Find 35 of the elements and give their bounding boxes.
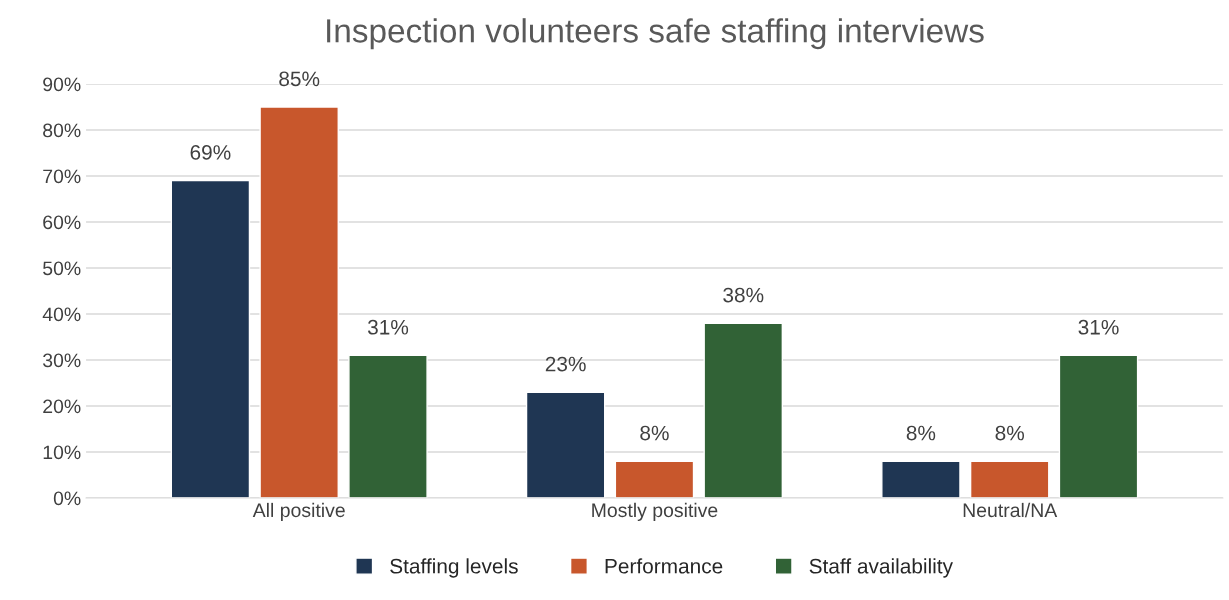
chart-title: Inspection volunteers safe staffing interviews bbox=[327, 18, 984, 50]
y-tick-label: 30% bbox=[42, 353, 81, 368]
data-label: 38% bbox=[723, 287, 764, 303]
bar bbox=[969, 460, 1050, 498]
bar bbox=[259, 106, 339, 498]
bar bbox=[881, 460, 961, 498]
data-label: 31% bbox=[1078, 319, 1119, 335]
y-tick-label: 70% bbox=[43, 169, 81, 184]
legend-label: Performance bbox=[605, 558, 723, 574]
y-tick-label: 90% bbox=[43, 77, 81, 92]
x-tick-label: Neutral/NA bbox=[963, 502, 1058, 518]
legend-label: Staffing levels bbox=[390, 558, 518, 578]
y-tick-label: 80% bbox=[43, 123, 81, 138]
bar bbox=[614, 460, 695, 498]
y-tick-label: 20% bbox=[43, 399, 81, 414]
data-label: 23% bbox=[545, 356, 586, 372]
y-tick-label: 50% bbox=[43, 261, 81, 276]
legend-label: Staff availability bbox=[809, 558, 953, 578]
x-tick-label: All positive bbox=[252, 502, 345, 521]
data-label: 69% bbox=[190, 145, 231, 160]
bar bbox=[348, 354, 428, 498]
bar bbox=[703, 322, 784, 498]
y-tick-label: 60% bbox=[43, 215, 81, 230]
y-tick-label: 40% bbox=[42, 307, 81, 322]
y-tick-label: 0% bbox=[53, 491, 81, 506]
data-label: 8% bbox=[640, 425, 669, 441]
data-label: 31% bbox=[367, 319, 409, 335]
x-tick-label: Mostly positive bbox=[592, 502, 718, 521]
data-label: 8% bbox=[906, 425, 936, 441]
bar bbox=[525, 391, 606, 498]
data-label: 8% bbox=[995, 425, 1025, 441]
bar bbox=[1058, 354, 1139, 498]
data-label: 85% bbox=[279, 71, 320, 87]
bar bbox=[170, 179, 251, 498]
y-tick-label: 10% bbox=[43, 445, 81, 460]
